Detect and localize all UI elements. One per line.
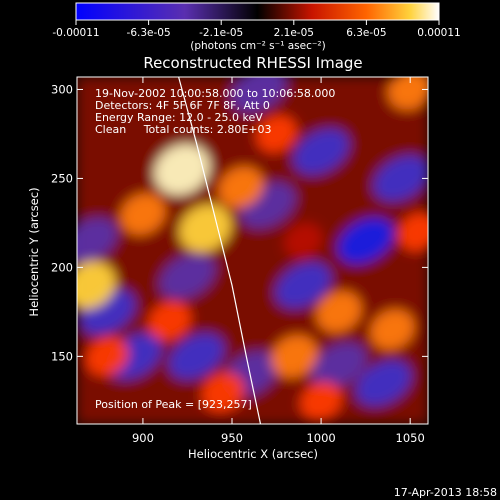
x-tick-label: 1050: [396, 431, 425, 445]
heatmap-dark-region: [293, 128, 349, 175]
heatmap-field: [77, 77, 428, 424]
y-axis-label: Heliocentric Y (arcsec): [27, 187, 41, 316]
heatmap-dark-region: [77, 217, 118, 264]
x-tick-label: 950: [221, 431, 243, 445]
y-axis-ticks: 150 200 250 300: [51, 82, 428, 363]
colorbar-tick-label: 6.3e-05: [346, 27, 386, 39]
plot-frame: [76, 76, 429, 425]
colorbar-tick-label: 2.1e-05: [274, 27, 314, 39]
heatmap-bright-region: [85, 336, 129, 376]
y-tick-label: 300: [51, 82, 73, 96]
annotation-block: 19-Nov-2002 10:00:58.000 to 10:06:58.000…: [95, 87, 335, 136]
heatmap-dark-region: [373, 155, 428, 202]
annotation-time-range: 19-Nov-2002 10:00:58.000 to 10:06:58.000: [95, 87, 335, 100]
heatmap-bright-region: [201, 372, 245, 412]
heatmap-dark-region: [275, 262, 332, 309]
heatmap-bright-region: [179, 204, 232, 252]
heatmap-bright-region: [388, 77, 428, 110]
colorbar-gradient: [75, 2, 440, 21]
colorbar: -0.00011 -6.3e-05 -2.1e-05 2.1e-05 6.3e-05 0.…: [52, 2, 461, 52]
heatmap-dark-region: [159, 253, 216, 300]
plot-area: [77, 77, 428, 424]
annotation-energy-range: Energy Range: 12.0 - 25.0 keV: [95, 111, 263, 124]
heatmap-bright-region: [316, 291, 362, 333]
x-axis-label: Heliocentric X (arcsec): [188, 447, 318, 461]
heatmap-bright-region: [218, 166, 264, 208]
heatmap-bright-region: [148, 301, 191, 341]
colorbar-tick-label: -0.00011: [52, 27, 99, 39]
y-tick-label: 250: [51, 171, 73, 185]
solar-limb-line: [178, 77, 262, 424]
heatmap-bright-region: [398, 212, 428, 251]
x-tick-label: 1000: [306, 431, 335, 445]
colorbar-tick-label: -2.1e-05: [199, 27, 243, 39]
heatmap-bright-region: [256, 115, 297, 153]
colorbar-tick-label: 0.00011: [417, 27, 460, 39]
heatmap-dark-region: [337, 217, 394, 264]
annotation-clean-counts: Clean Total counts: 2.80E+03: [95, 123, 272, 136]
heatmap-dark-region: [168, 333, 225, 380]
heatmap-bright-region: [120, 193, 166, 235]
heatmap-dark-region: [311, 342, 367, 389]
colorbar-units-label: (photons cm⁻² s⁻¹ asec⁻²): [190, 40, 325, 52]
colorbar-ticks: -0.00011 -6.3e-05 -2.1e-05 2.1e-05 6.3e-05 0.…: [52, 20, 461, 39]
heatmap-bright-region: [284, 223, 323, 259]
heatmap-bright-region: [271, 335, 318, 378]
peak-position-label: Position of Peak = [923,257]: [95, 398, 252, 411]
heatmap-dark-region: [230, 77, 287, 113]
heatmap-bright-region: [370, 309, 415, 350]
heatmap-bright-region: [154, 144, 210, 195]
y-tick-label: 150: [51, 349, 73, 363]
heatmap-dark-region: [355, 360, 412, 406]
heatmap-bright-region: [77, 261, 116, 309]
x-axis-ticks: 900 950 1000 1050: [132, 77, 425, 445]
y-tick-label: 200: [51, 260, 73, 274]
x-tick-label: 900: [132, 431, 154, 445]
footer-timestamp: 17-Apr-2013 18:58: [394, 486, 497, 499]
colorbar-tick-label: -6.3e-05: [127, 27, 171, 39]
heatmap-bright-region: [300, 381, 342, 420]
chart-title: Reconstructed RHESSI Image: [143, 54, 362, 72]
annotation-detectors: Detectors: 4F 5F 6F 7F 8F, Att 0: [95, 99, 270, 112]
